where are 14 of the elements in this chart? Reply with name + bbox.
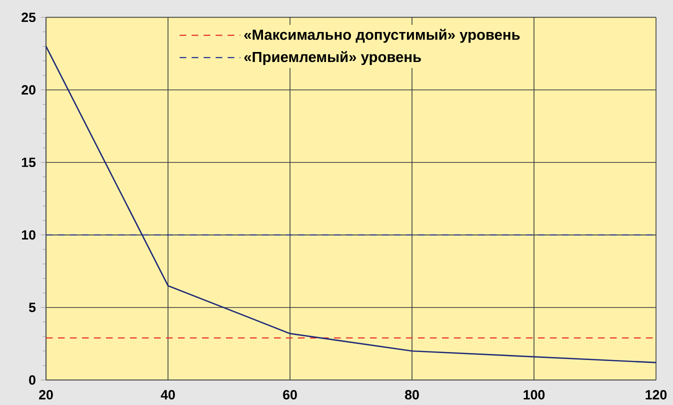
y-tick-label: 10: [22, 230, 36, 240]
y-tick-label: 5: [28, 302, 36, 312]
legend-label: «Приемлемый» уровень: [244, 51, 421, 66]
y-tick-label: 0: [29, 375, 36, 385]
x-tick-label: 120: [646, 390, 667, 400]
y-tick-label: 25: [22, 12, 36, 22]
x-tick-label: 100: [524, 390, 545, 400]
y-tick-label: 15: [22, 158, 36, 168]
x-tick-label: 80: [405, 390, 419, 400]
x-tick-label: 60: [283, 390, 297, 400]
x-tick-label: 40: [160, 390, 175, 400]
legend-label: «Максимально допустимый» уровень: [244, 28, 520, 43]
y-tick-label: 20: [22, 85, 36, 95]
x-tick-label: 20: [39, 390, 53, 400]
